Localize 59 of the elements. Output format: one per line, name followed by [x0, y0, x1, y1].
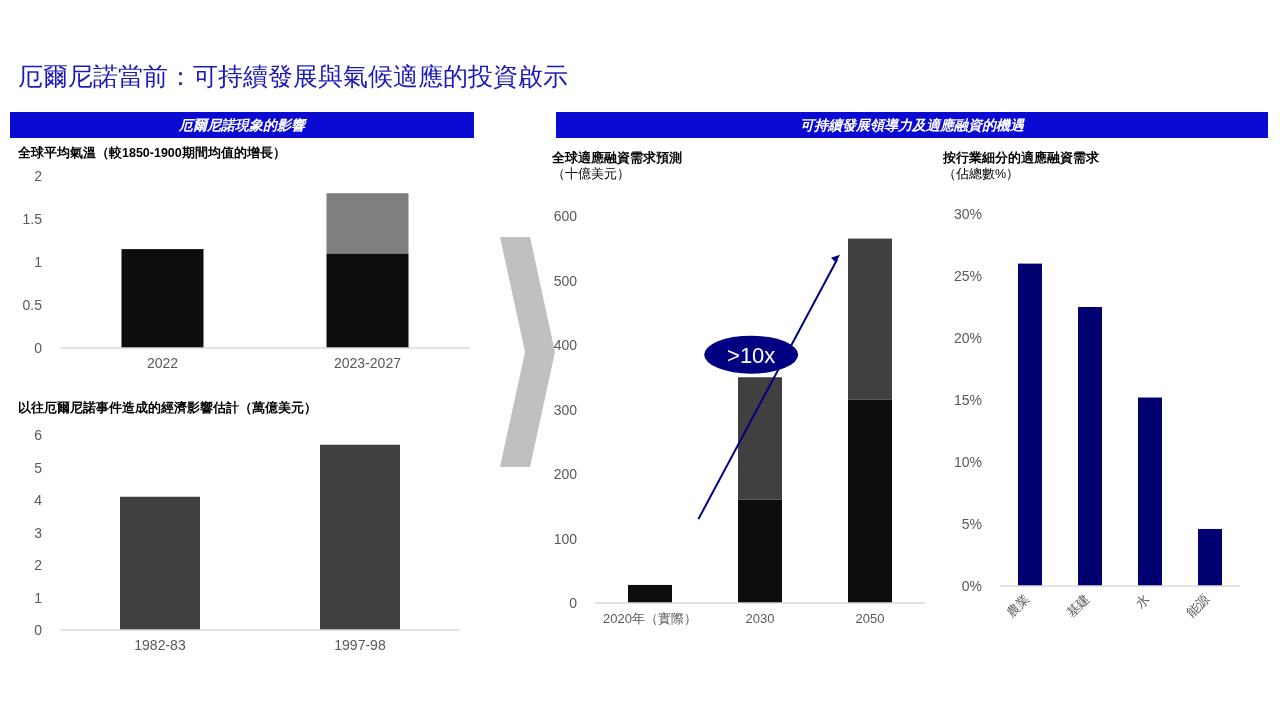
chart-title: 全球平均氣溫（較1850-1900期間均值的增長）: [17, 145, 286, 160]
x-tick-label: 2022: [146, 355, 179, 371]
bar: [738, 377, 782, 500]
y-tick-label: 1.5: [22, 211, 43, 227]
chart-title: 全球適應融資需求預測: [551, 150, 682, 165]
x-tick-label: 2050: [855, 611, 885, 626]
chart-title: 以往厄爾尼諾事件造成的經濟影響估計（萬億美元）: [18, 400, 317, 415]
bar: [848, 238, 892, 400]
y-tick-label: 2: [34, 168, 43, 184]
x-tick-label: 能源: [1183, 591, 1213, 621]
bar: [1138, 397, 1162, 586]
y-tick-label: 0: [34, 622, 43, 638]
y-tick-label: 5%: [961, 516, 982, 532]
y-tick-label: 0: [569, 595, 578, 611]
y-tick-label: 25%: [953, 268, 982, 284]
annotation: >10x: [727, 342, 776, 368]
y-tick-label: 4: [34, 492, 43, 508]
chart-subtitle: （佔總數%）: [943, 167, 1020, 181]
y-tick-label: 1: [34, 589, 43, 606]
y-tick-label: 5: [34, 459, 43, 476]
x-tick-label: 基建: [1063, 591, 1093, 621]
y-tick-label: 200: [553, 466, 578, 482]
y-tick-label: 15%: [953, 392, 982, 408]
text: 厄爾尼諾現象的影響: [178, 117, 308, 133]
y-tick-label: 500: [553, 272, 578, 289]
y-tick-label: 1: [34, 254, 43, 270]
bar: [121, 249, 204, 348]
y-tick-label: 10%: [953, 454, 982, 470]
x-tick-label: 2020年（實際）: [603, 611, 697, 626]
y-tick-label: 400: [553, 337, 578, 353]
x-tick-label: 2023-2027: [334, 355, 402, 371]
bar: [326, 253, 409, 348]
x-tick-label: 農業: [1003, 591, 1033, 621]
bar: [1018, 263, 1042, 586]
bar: [628, 584, 672, 603]
y-tick-label: 6: [34, 427, 43, 443]
y-tick-label: 2: [34, 557, 43, 573]
chart-title: 按行業細分的適應融資需求: [942, 150, 1100, 165]
text: 厄爾尼諾當前：可持續發展與氣候適應的投資啟示: [18, 62, 568, 90]
y-tick-label: 300: [553, 401, 578, 418]
chart-subtitle: （十億美元）: [552, 166, 630, 181]
y-tick-label: 30%: [953, 206, 982, 222]
y-tick-label: 0%: [961, 578, 982, 594]
y-tick-label: 600: [553, 208, 578, 224]
bar: [848, 399, 892, 603]
x-tick-label: 1982-83: [134, 637, 186, 653]
y-tick-label: 0.5: [22, 297, 43, 313]
x-tick-label: 水: [1132, 591, 1153, 612]
y-tick-label: 0: [34, 340, 43, 356]
y-tick-label: 3: [34, 524, 43, 541]
y-tick-label: 20%: [953, 330, 982, 346]
x-tick-label: 1997-98: [334, 637, 386, 653]
text: 可持續發展領導力及適應融資的機遇: [800, 117, 1025, 133]
bar: [1078, 307, 1102, 586]
bar: [1198, 528, 1222, 586]
x-tick-label: 2030: [745, 611, 775, 626]
bar: [738, 499, 782, 603]
y-tick-label: 100: [553, 530, 578, 547]
bar: [326, 193, 409, 254]
